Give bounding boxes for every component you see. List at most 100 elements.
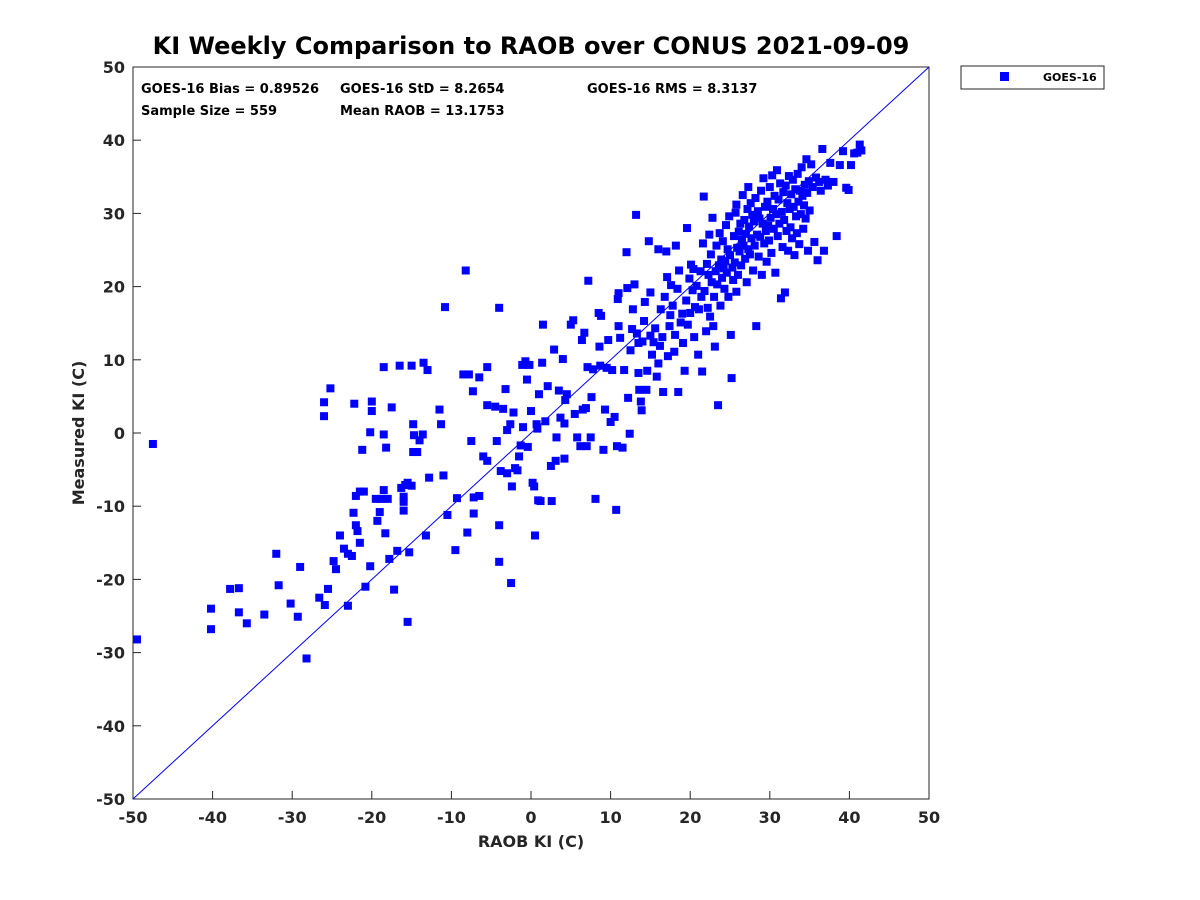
scatter-point — [608, 366, 617, 375]
scatter-point — [302, 654, 311, 663]
scatter-point — [702, 259, 711, 268]
stat-mean-raob: Mean RAOB = 13.1753 — [340, 104, 505, 119]
legend-box — [960, 65, 1105, 90]
scatter-point — [589, 365, 598, 374]
scatter-point — [721, 256, 730, 265]
scatter-point — [566, 320, 575, 329]
scatter-point — [775, 219, 784, 228]
scatter-point — [758, 219, 767, 228]
scatter-point — [624, 393, 633, 402]
scatter-point — [655, 341, 664, 350]
scatter-point — [637, 406, 646, 415]
scatter-point — [358, 445, 367, 454]
scatter-point — [260, 610, 269, 619]
scatter-point — [756, 232, 765, 241]
scatter-point — [315, 593, 324, 602]
x-tick-label: 0 — [525, 808, 536, 827]
scatter-point — [242, 619, 251, 628]
scatter-point — [546, 461, 555, 470]
scatter-point — [799, 224, 808, 233]
scatter-point — [479, 452, 488, 461]
scatter-point — [727, 374, 736, 383]
scatter-point — [551, 456, 560, 465]
scatter-point — [652, 372, 661, 381]
scatter-point — [272, 549, 281, 558]
scatter-point — [788, 175, 797, 184]
scatter-point — [367, 397, 376, 406]
scatter-point — [331, 565, 340, 574]
scatter-point — [740, 215, 749, 224]
scatter-point — [660, 292, 669, 301]
scatter-point — [620, 366, 629, 375]
scatter-point — [632, 329, 641, 338]
scatter-point — [674, 388, 683, 397]
scatter-point — [503, 469, 512, 478]
scatter-point — [671, 241, 680, 250]
scatter-point — [780, 288, 789, 297]
scatter-point — [355, 538, 364, 547]
scatter-point — [475, 491, 484, 500]
scatter-point — [771, 268, 780, 277]
scatter-point — [519, 423, 528, 432]
scatter-point — [694, 350, 703, 359]
y-tick-label: -40 — [96, 717, 125, 736]
scatter-point — [744, 245, 753, 254]
scatter-point — [768, 205, 777, 214]
scatter-point — [654, 245, 663, 254]
scatter-point — [495, 521, 504, 530]
scatter-point — [350, 399, 359, 408]
scatter-point — [525, 360, 534, 369]
scatter-point — [554, 386, 563, 395]
scatter-point — [443, 510, 452, 519]
scatter-point — [772, 210, 781, 219]
scatter-point — [728, 263, 737, 272]
scatter-point — [689, 265, 698, 274]
scatter-point — [682, 296, 691, 305]
scatter-point — [628, 325, 637, 334]
scatter-point — [807, 160, 816, 169]
scatter-point — [710, 292, 719, 301]
scatter-point — [405, 548, 414, 557]
scatter-point — [483, 363, 492, 372]
scatter-point — [745, 250, 754, 259]
scatter-point — [801, 214, 810, 223]
scatter-point — [792, 229, 801, 238]
scatter-point — [634, 368, 643, 377]
scatter-point — [665, 322, 674, 331]
scatter-point — [846, 161, 855, 170]
scatter-point — [698, 367, 707, 376]
scatter-point — [686, 260, 695, 269]
scatter-point — [591, 494, 600, 503]
scatter-point — [767, 248, 776, 257]
scatter-point — [778, 243, 787, 252]
scatter-point — [383, 494, 392, 503]
scatter-point — [707, 278, 716, 287]
scatter-point — [711, 267, 720, 276]
scatter-point — [816, 186, 825, 195]
stat-rms: GOES-16 RMS = 8.3137 — [587, 82, 757, 97]
scatter-point — [499, 404, 508, 413]
scatter-point — [750, 241, 759, 250]
scatter-point — [550, 345, 559, 354]
scatter-point — [532, 420, 541, 429]
scatter-point — [636, 397, 645, 406]
x-tick-label: -10 — [437, 808, 466, 827]
scatter-point — [452, 494, 461, 503]
scatter-point — [349, 508, 358, 517]
scatter-point — [751, 194, 760, 203]
scatter-point — [558, 355, 567, 364]
scatter-point — [779, 188, 788, 197]
scatter-point — [148, 439, 157, 448]
scatter-point — [680, 366, 689, 375]
scatter-point — [699, 192, 708, 201]
scatter-point — [792, 212, 801, 221]
scatter-point — [694, 305, 703, 314]
scatter-point — [599, 445, 608, 454]
scatter-point — [622, 248, 631, 257]
scatter-point — [791, 185, 800, 194]
scatter-point — [698, 239, 707, 248]
scatter-point — [761, 202, 770, 211]
scatter-point — [683, 224, 692, 233]
x-tick-label: 50 — [918, 808, 940, 827]
